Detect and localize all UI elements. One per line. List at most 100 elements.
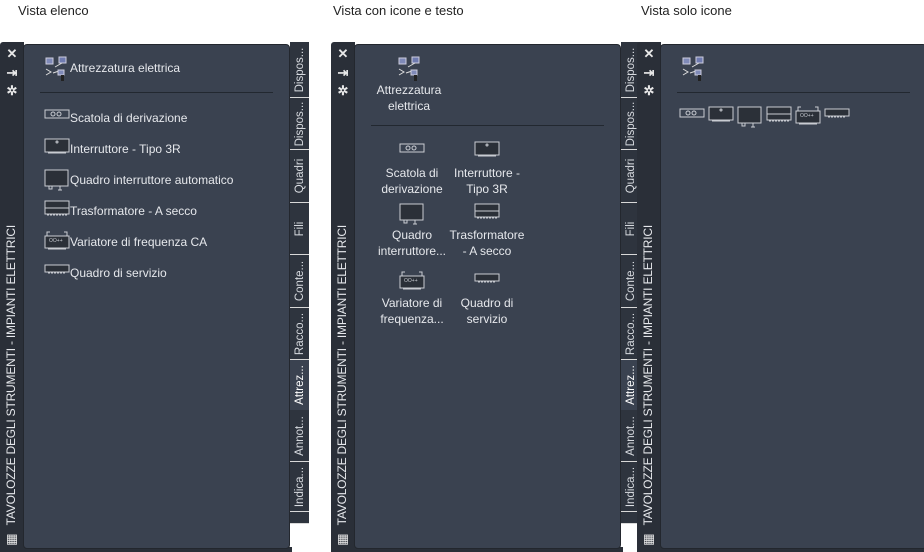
junction-box-icon[interactable] (679, 106, 705, 125)
autohide-icon[interactable]: ⇥ (643, 65, 655, 80)
palette-bottom-edge (0, 547, 292, 552)
tab-overflow (290, 512, 309, 524)
breaker-panel-icon[interactable] (737, 106, 763, 133)
palette-title-bar[interactable]: ✕ ⇥ ✲ TAVOLOZZE DEGLI STRUMENTI - IMPIANTI … (637, 42, 661, 551)
electrical-equipment-icon (680, 55, 706, 81)
list-item[interactable]: Quadro interruttore automatico (42, 169, 282, 193)
list-item[interactable]: Scatola di derivazione (42, 107, 282, 131)
palette-bottom-edge (637, 547, 924, 552)
grid-item-label: Trasformatore - A secco (449, 228, 525, 258)
tab-6[interactable]: Racco... (621, 308, 640, 360)
caption-icon-only-view: Vista solo icone (641, 3, 732, 18)
palette-title: TAVOLOZZE DEGLI STRUMENTI - IMPIANTI ELE… (335, 224, 349, 525)
tab-4[interactable]: Fili (290, 203, 309, 255)
tab-2[interactable]: Dispos... (621, 98, 640, 150)
close-icon[interactable]: ✕ (6, 46, 18, 61)
properties-icon[interactable]: ✲ (337, 83, 349, 98)
palette-menu-icon[interactable]: ▦ (336, 531, 350, 546)
tab-6[interactable]: Racco... (290, 308, 309, 360)
tab-label: Quadri (624, 158, 637, 194)
palette-title-bar[interactable]: ✕ ⇥ ✲ TAVOLOZZE DEGLI STRUMENTI - IMPIANTI … (0, 42, 24, 551)
grid-item[interactable]: Quadro di servizio (448, 271, 526, 333)
palette-content: OO++ (660, 44, 924, 549)
header-divider (371, 125, 604, 126)
tab-label: Conte... (624, 260, 637, 302)
close-icon[interactable]: ✕ (337, 46, 349, 61)
palette-content: Attrezzatura elettrica Scatola di derivaz… (354, 44, 621, 549)
list-item[interactable]: OO++ Variatore di frequenza CA (42, 231, 282, 255)
vfd-icon: OO++ (44, 231, 70, 256)
switch-icon (44, 138, 70, 159)
grid-item-label: Variatore di frequenza... (380, 296, 444, 326)
list-item[interactable]: Quadro di servizio (42, 262, 282, 286)
list-item-label: Scatola di derivazione (70, 111, 188, 125)
grid-item-label: Interruttore - Tipo 3R (453, 166, 521, 196)
service-panel-icon[interactable] (824, 106, 850, 124)
list-item-label: Variatore di frequenza CA (70, 235, 208, 249)
properties-icon[interactable]: ✲ (643, 83, 655, 98)
tab-label: Annot... (624, 415, 637, 456)
list-item-label: Quadro di servizio (70, 266, 167, 280)
svg-text:OO++: OO++ (49, 238, 63, 244)
tab-3[interactable]: Quadri (621, 150, 640, 203)
svg-text:OO++: OO++ (800, 113, 814, 119)
list-item-label: Trasformatore - A secco (70, 204, 197, 218)
tab-3[interactable]: Quadri (290, 150, 309, 203)
palette-menu-icon[interactable]: ▦ (5, 531, 19, 546)
close-icon[interactable]: ✕ (643, 46, 655, 61)
tab-2[interactable]: Dispos... (290, 98, 309, 150)
breaker-panel-icon (399, 203, 425, 230)
tab-5[interactable]: Conte... (621, 255, 640, 308)
properties-icon[interactable]: ✲ (6, 83, 18, 98)
tab-label: Dispos... (624, 47, 637, 92)
tab-8[interactable]: Annot... (290, 410, 309, 462)
vfd-icon: OO++ (399, 271, 425, 296)
switch-icon[interactable] (708, 106, 734, 127)
grid-item[interactable]: Trasformatore - A secco (448, 203, 526, 265)
tab-1[interactable]: Dispos... (290, 42, 309, 98)
palette-title: TAVOLOZZE DEGLI STRUMENTI - IMPIANTI ELE… (641, 224, 655, 525)
tab-5[interactable]: Conte... (290, 255, 309, 308)
breaker-panel-icon (44, 169, 70, 196)
palette-menu-icon[interactable]: ▦ (642, 531, 656, 546)
tab-7[interactable]: Attrez... (290, 360, 309, 410)
tab-label: Indica... (624, 466, 637, 507)
grid-item[interactable]: Quadro interruttore... (373, 203, 451, 265)
autohide-icon[interactable]: ⇥ (6, 65, 18, 80)
junction-box-icon (44, 107, 70, 126)
electrical-equipment-icon (43, 55, 69, 81)
service-panel-icon (474, 271, 500, 289)
tab-4[interactable]: Fili (621, 203, 640, 255)
grid-item[interactable]: OO++ Variatore di frequenza... (373, 271, 451, 333)
tab-7[interactable]: Attrez... (621, 360, 640, 410)
list-item-label: Quadro interruttore automatico (70, 173, 234, 187)
transformer-icon (44, 200, 70, 221)
service-panel-icon (44, 262, 70, 280)
list-item[interactable]: Trasformatore - A secco (42, 200, 282, 224)
tab-9[interactable]: Indica... (290, 462, 309, 512)
tab-overflow (621, 512, 640, 524)
tab-1[interactable]: Dispos... (621, 42, 640, 98)
list-item[interactable]: Interruttore - Tipo 3R (42, 138, 282, 162)
grid-item-label: Scatola di derivazione (381, 166, 443, 196)
list-item-label: Interruttore - Tipo 3R (70, 142, 181, 156)
tab-label: Attrez... (624, 364, 637, 405)
transformer-icon[interactable] (766, 106, 792, 127)
grid-item[interactable]: Interruttore - Tipo 3R (448, 141, 526, 203)
caption-list-view: Vista elenco (18, 3, 89, 18)
tab-label: Annot... (293, 415, 306, 456)
tab-9[interactable]: Indica... (621, 462, 640, 512)
junction-box-icon (399, 141, 425, 160)
switch-icon (474, 141, 500, 162)
vfd-icon[interactable]: OO++ (795, 106, 821, 131)
tab-label: Attrez... (293, 364, 306, 405)
tab-label: Racco... (624, 312, 637, 355)
header-label: Attrezzatura elettrica (70, 61, 181, 75)
svg-text:OO++: OO++ (404, 278, 418, 284)
palette-content: Attrezzatura elettrica Scatola di derivaz… (23, 44, 290, 549)
tab-8[interactable]: Annot... (621, 410, 640, 462)
palette-title-bar[interactable]: ✕ ⇥ ✲ TAVOLOZZE DEGLI STRUMENTI - IMPIANTI … (331, 42, 355, 551)
autohide-icon[interactable]: ⇥ (337, 65, 349, 80)
header-divider (677, 92, 910, 93)
grid-item[interactable]: Scatola di derivazione (373, 141, 451, 203)
